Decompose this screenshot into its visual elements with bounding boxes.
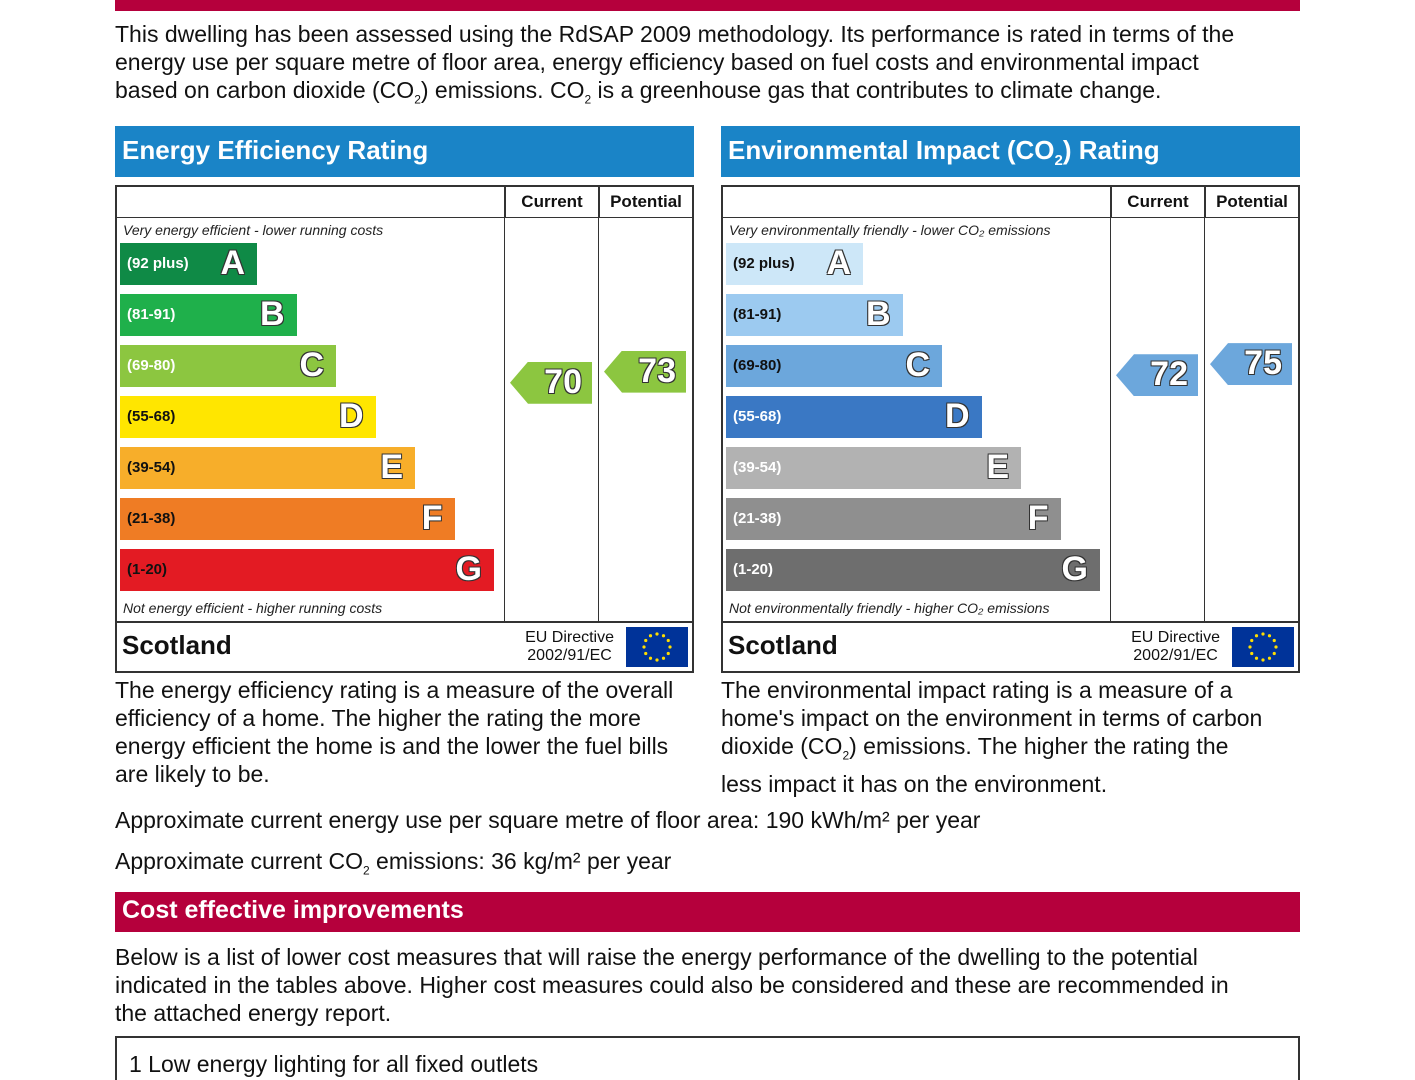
rating-band-f: (21-38) F [726, 498, 1061, 540]
band-range: (92 plus) [733, 255, 795, 272]
band-range: (1-20) [733, 561, 774, 578]
approx-co2-emissions: Approximate current CO2 emissions: 36 kg… [115, 848, 672, 878]
rating-band-d: (55-68) D [120, 396, 376, 438]
band-letter: E [986, 448, 1009, 486]
country-label: Scotland [728, 630, 838, 660]
energy-efficiency-panel: Energy Efficiency Rating Current Potenti… [115, 126, 694, 673]
band-letter: F [1027, 499, 1049, 537]
energy-efficiency-title: Energy Efficiency Rating [115, 126, 694, 177]
rating-band-a: (92 plus) A [120, 243, 257, 285]
rating-band-d: (55-68) D [726, 396, 982, 438]
current-column-header: Current [1110, 187, 1204, 217]
environment-rating-description: The environmental impact rating is a mea… [721, 677, 1263, 797]
improvements-description: Below is a list of lower cost measures t… [115, 944, 1229, 1026]
rating-band-e: (39-54) E [120, 447, 415, 489]
band-range: (1-20) [127, 561, 168, 578]
rating-band-g: (1-20) G [120, 549, 494, 591]
approx-energy-use: Approximate current energy use per squar… [115, 807, 981, 833]
band-range: (92 plus) [127, 255, 189, 272]
band-letter: C [299, 346, 324, 384]
cost-effective-improvements-title: Cost effective improvements [115, 892, 1300, 932]
rating-band-c: (69-80) C [726, 345, 942, 387]
eu-directive: EU Directive 2002/91/EC [525, 629, 614, 664]
energy-efficiency-chart: Current Potential Very energy efficient … [115, 185, 694, 673]
rating-band-b: (81-91) B [120, 294, 297, 336]
environmental-impact-panel: Environmental Impact (CO2) Rating Curren… [721, 126, 1300, 673]
country-label: Scotland [122, 630, 232, 660]
band-letter: G [455, 550, 482, 588]
energy-rating-description: The energy efficiency rating is a measur… [115, 677, 674, 787]
rating-band-g: (1-20) G [726, 549, 1100, 591]
rating-band-e: (39-54) E [726, 447, 1021, 489]
intro-line-2: energy use per square metre of floor are… [115, 49, 1199, 75]
top-accent-bar [115, 0, 1300, 11]
band-range: (21-38) [127, 510, 176, 527]
current-column-header: Current [504, 187, 598, 217]
environmental-impact-title: Environmental Impact (CO2) Rating [721, 126, 1300, 177]
current-rating-arrow: 70 [510, 361, 592, 404]
band-range: (69-80) [127, 357, 176, 374]
band-letter: B [259, 295, 285, 333]
band-letter: A [826, 244, 851, 282]
rating-band-a: (92 plus) A [726, 243, 863, 285]
intro-paragraph: This dwelling has been assessed using th… [115, 20, 1305, 114]
potential-column-header: Potential [598, 187, 692, 217]
band-range: (21-38) [733, 510, 782, 527]
band-range: (81-91) [733, 306, 782, 323]
band-range: (81-91) [127, 306, 176, 323]
list-item: 1 Low energy lighting for all fixed outl… [129, 1051, 539, 1077]
rating-band-c: (69-80) C [120, 345, 336, 387]
rating-band-b: (81-91) B [726, 294, 903, 336]
improvements-list: 1 Low energy lighting for all fixed outl… [115, 1036, 1300, 1080]
band-range: (55-68) [127, 408, 176, 425]
band-letter: D [944, 397, 970, 435]
band-letter: E [380, 448, 403, 486]
band-range: (39-54) [127, 459, 176, 476]
potential-column-header: Potential [1204, 187, 1298, 217]
intro-line-3: based on carbon dioxide (CO2) emissions.… [115, 77, 1162, 107]
eu-directive: EU Directive 2002/91/EC [1131, 629, 1220, 664]
environment-note-bottom: Not environmentally friendly - higher CO… [729, 600, 1050, 616]
band-range: (55-68) [733, 408, 782, 425]
intro-line-1: This dwelling has been assessed using th… [115, 21, 1235, 47]
band-letter: F [421, 499, 443, 537]
eu-flag-icon [1232, 627, 1294, 667]
energy-note-top: Very energy efficient - lower running co… [123, 222, 384, 238]
current-rating-arrow: 72 [1116, 354, 1198, 397]
band-letter: A [220, 244, 245, 282]
energy-note-bottom: Not energy efficient - higher running co… [123, 600, 383, 616]
rating-band-f: (21-38) F [120, 498, 455, 540]
band-letter: C [905, 346, 930, 384]
band-letter: G [1061, 550, 1088, 588]
band-letter: B [865, 295, 891, 333]
band-range: (69-80) [733, 357, 782, 374]
environment-note-top: Very environmentally friendly - lower CO… [729, 222, 1051, 238]
environmental-impact-chart: Current Potential Very environmentally f… [721, 185, 1300, 673]
potential-rating-arrow: 75 [1210, 343, 1292, 386]
eu-flag-icon [626, 627, 688, 667]
potential-rating-arrow: 73 [604, 350, 686, 393]
band-range: (39-54) [733, 459, 782, 476]
band-letter: D [338, 397, 364, 435]
